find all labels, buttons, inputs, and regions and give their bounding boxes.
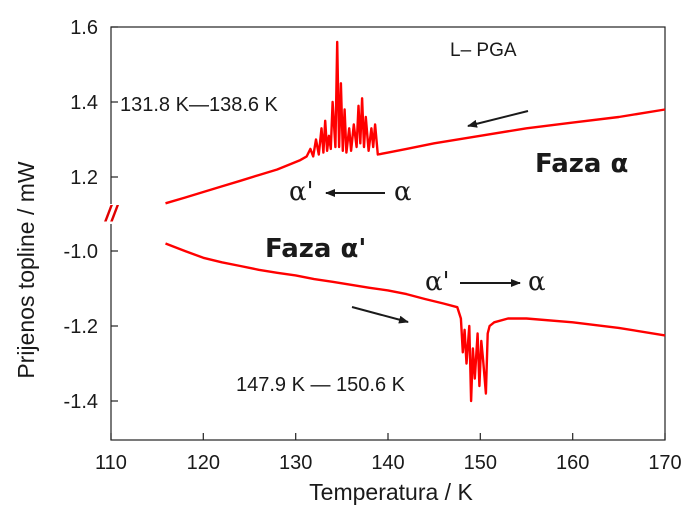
x-axis-label: Temperatura / K — [309, 479, 473, 505]
y-axis-label: Prijenos topline / mW — [13, 161, 39, 379]
x-tick-label: 150 — [464, 452, 497, 474]
sample-label: L– PGA — [450, 40, 517, 61]
y-tick-label: -1.0 — [64, 241, 98, 263]
y-tick-label: 1.2 — [70, 167, 98, 189]
cooling-direction-arrow — [467, 110, 529, 128]
lower-transition-from: α' — [425, 267, 450, 297]
axis-break-mark: // — [104, 201, 120, 226]
x-tick-label: 130 — [279, 452, 312, 474]
axis-break-gap — [104, 204, 118, 224]
x-tick-label: 110 — [95, 452, 127, 474]
series-line-cooling — [165, 40, 666, 205]
x-tick-label: 140 — [371, 452, 404, 474]
x-tick-label: 170 — [648, 452, 681, 474]
x-axis — [110, 433, 666, 440]
y-tick-label: -1.2 — [64, 316, 98, 338]
y-tick-label: 1.6 — [70, 17, 98, 39]
y-tick-label: -1.4 — [64, 391, 98, 413]
x-tick-label: 160 — [556, 452, 589, 474]
x-tick-label: 120 — [187, 452, 220, 474]
phase-alpha-label: Faza α — [535, 149, 628, 179]
heating-direction-arrow — [351, 306, 409, 324]
y-axis — [111, 26, 118, 402]
lower-transition-to: α — [528, 267, 546, 297]
y-tick-label: 1.4 — [70, 92, 98, 114]
upper-range-label: 131.8 K—138.6 K — [120, 94, 279, 116]
upper-transition-from: α' — [289, 177, 314, 207]
upper-transition-to: α — [394, 177, 412, 207]
lower-range-label: 147.9 K — 150.6 K — [236, 374, 406, 396]
phase-alpha-prime-label: Faza α' — [265, 234, 366, 264]
series-line-heating — [165, 242, 666, 403]
